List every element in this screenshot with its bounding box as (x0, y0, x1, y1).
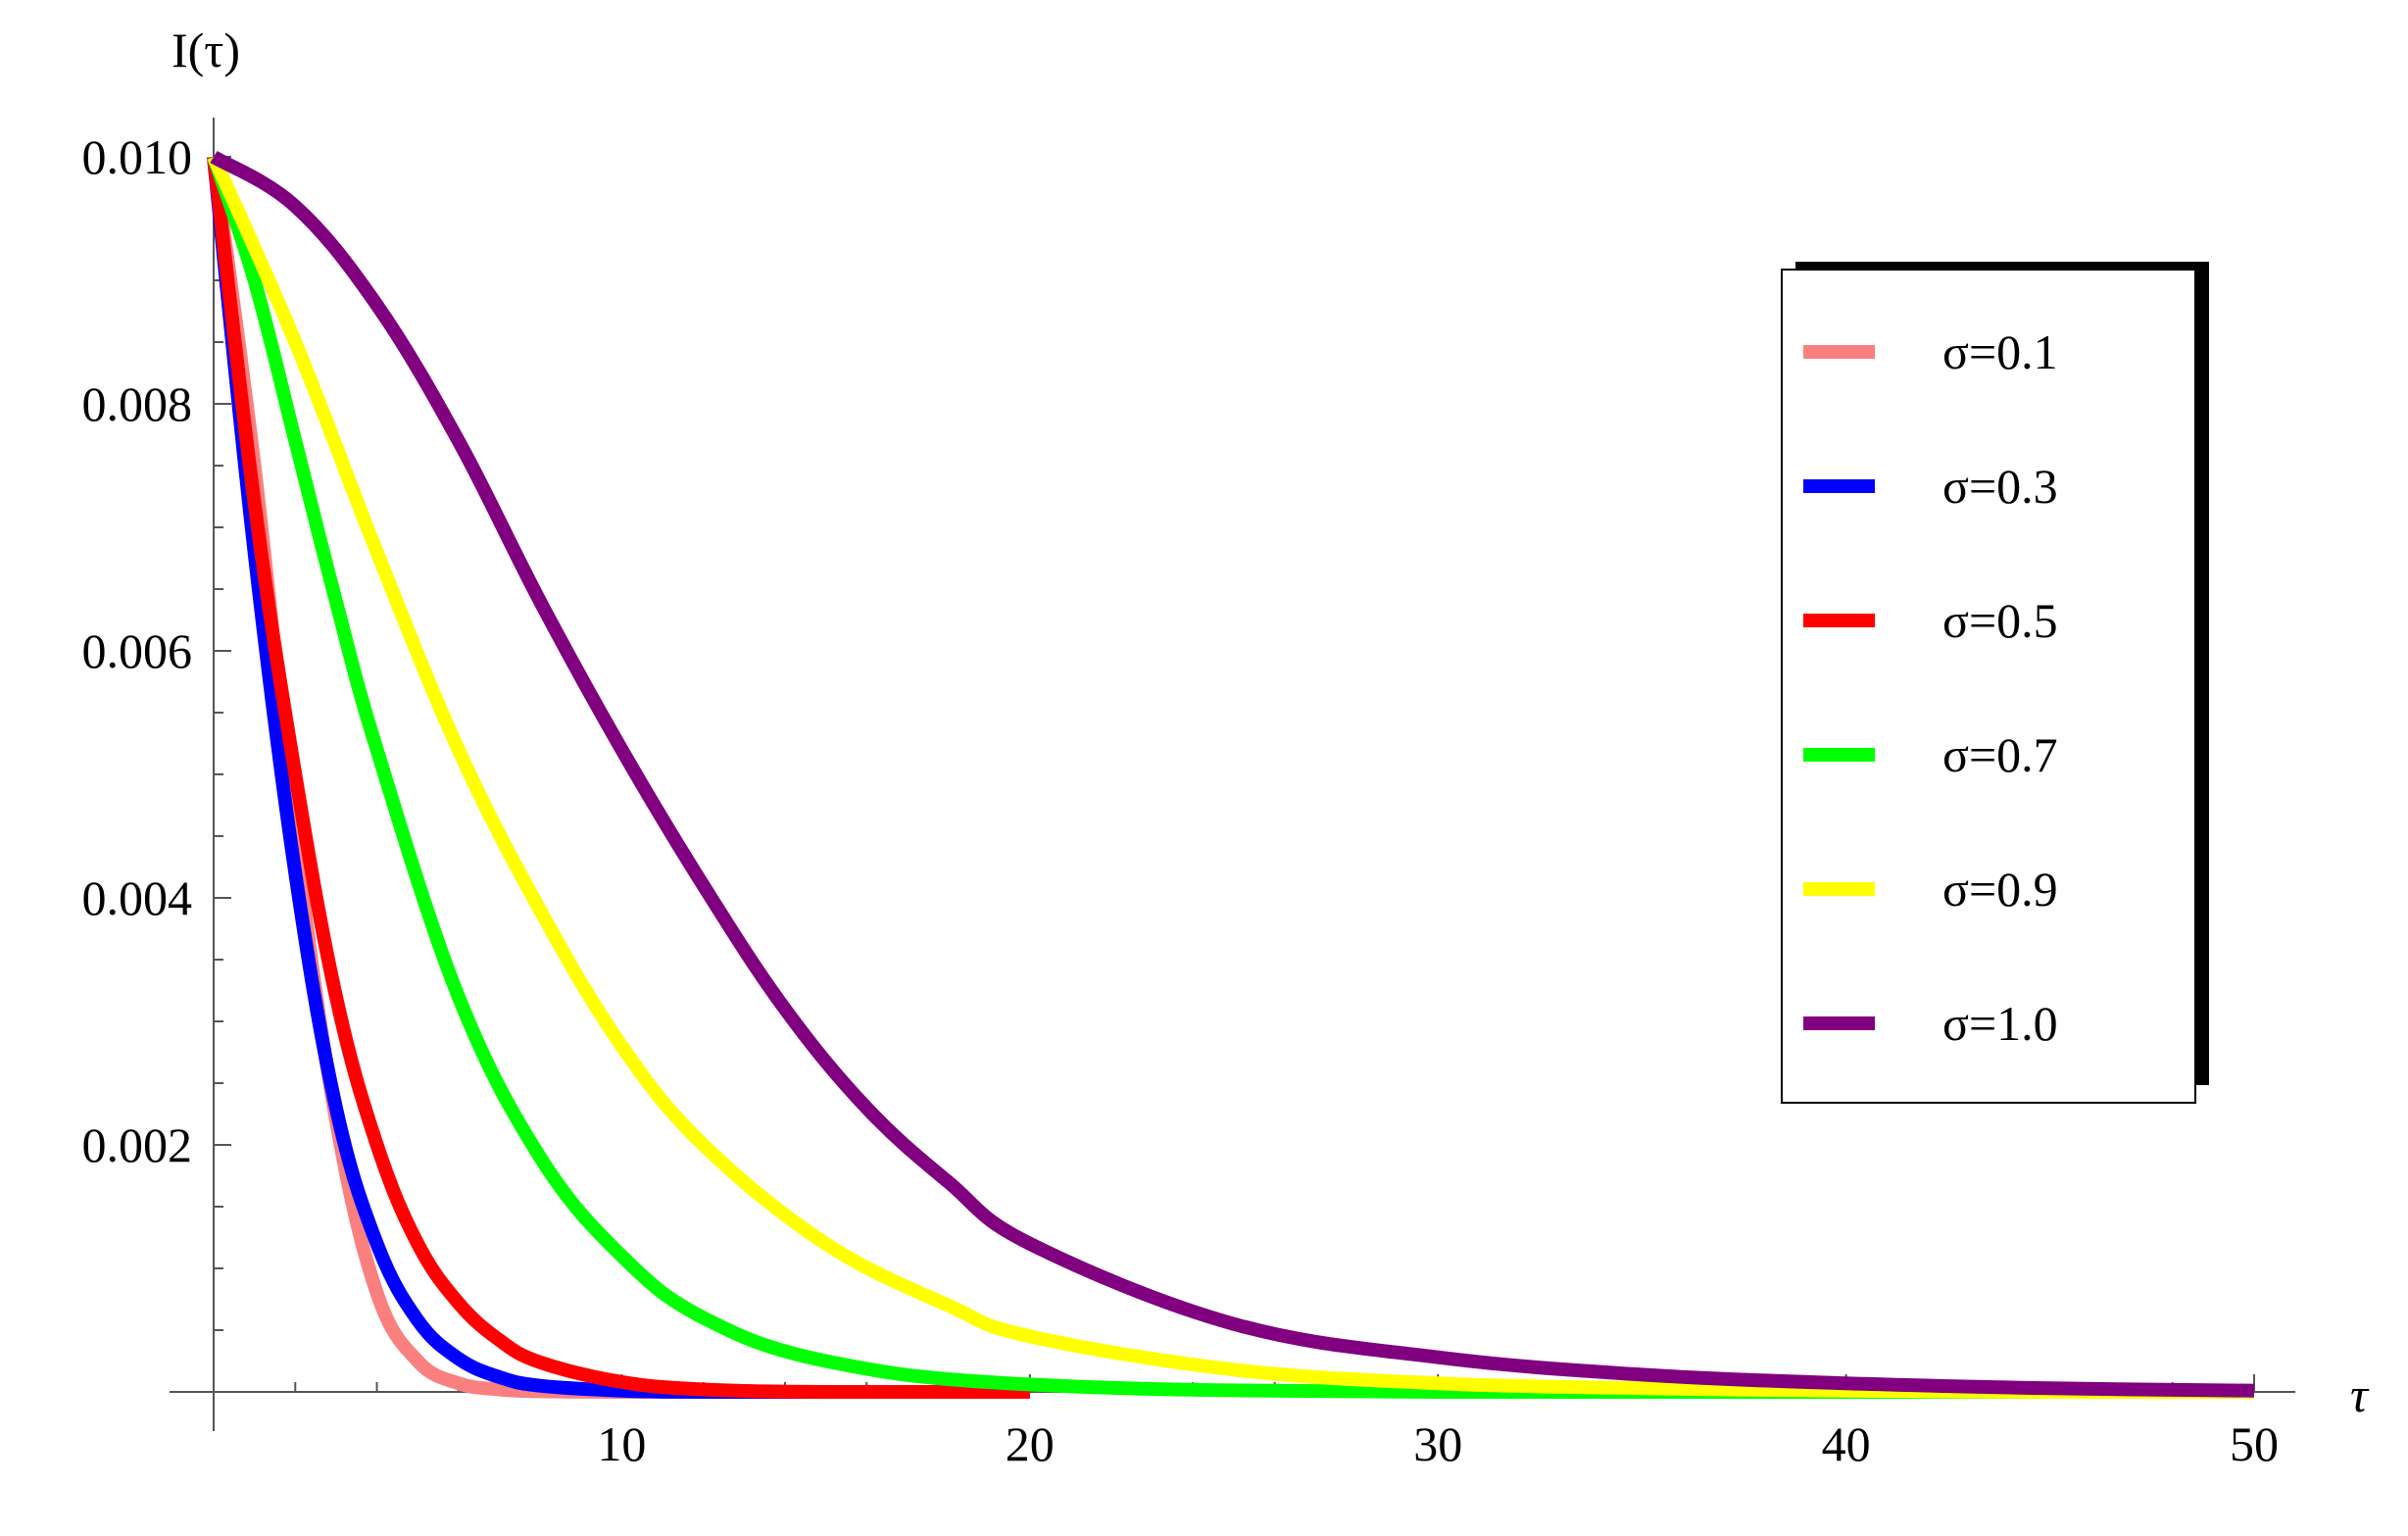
x-tick-label: 20 (1006, 1416, 1055, 1471)
x-axis-label: τ (2350, 1367, 2370, 1422)
x-tick-label: 40 (1822, 1416, 1871, 1471)
legend-label: σ=0.3 (1942, 459, 2058, 514)
x-tick-label: 10 (597, 1416, 646, 1471)
x-tick-label: 50 (2230, 1416, 2279, 1471)
y-tick-label: 0.006 (82, 623, 193, 678)
x-tick-label: 30 (1413, 1416, 1462, 1471)
legend-box (1781, 269, 2196, 1104)
y-tick-label: 0.008 (82, 376, 193, 431)
legend-label: σ=1.0 (1942, 996, 2058, 1051)
series-line-4 (207, 154, 2254, 1400)
y-axis-label: I(τ) (172, 23, 240, 77)
series-line-2 (207, 156, 1030, 1400)
series-line-3 (207, 156, 1030, 1400)
legend-label: σ=0.9 (1942, 862, 2058, 917)
legend-label: σ=0.7 (1942, 727, 2058, 782)
legend-label: σ=0.1 (1942, 324, 2058, 379)
legend: σ=0.1 σ=0.3 σ=0.5 σ=0.7 σ=0.9 σ=1.0 (1781, 262, 2209, 1104)
series-line-5 (207, 154, 2254, 1400)
legend-label: σ=0.5 (1942, 593, 2058, 648)
series-line-6 (210, 150, 2255, 1398)
y-tick-label: 0.010 (82, 129, 193, 184)
y-tick-label: 0.002 (82, 1117, 193, 1172)
series-line-1 (207, 156, 1030, 1400)
y-tick-label: 0.004 (82, 870, 193, 925)
series-layer (207, 150, 2255, 1400)
